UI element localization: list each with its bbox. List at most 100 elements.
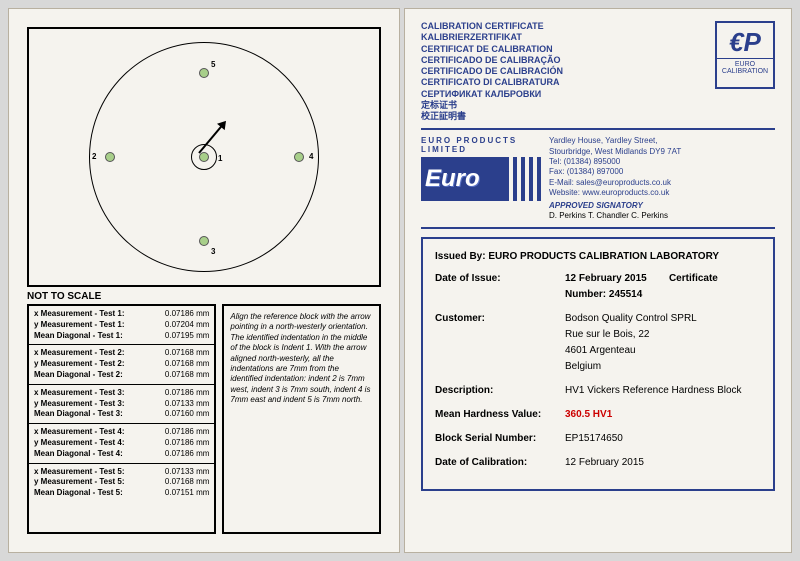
title-line: KALIBRIERZERTIFIKAT [421, 32, 563, 43]
test-label: x Measurement - Test 5: [34, 467, 125, 478]
certificate-titles: CALIBRATION CERTIFICATEKALIBRIERZERTIFIK… [421, 21, 563, 122]
ep-logo-caption: EURO CALIBRATION [717, 58, 773, 77]
test-line: y Measurement - Test 5: 0.07168 mm [34, 477, 209, 488]
description-value: HV1 Vickers Reference Hardness Block [565, 383, 742, 399]
test-value: 0.07133 mm [165, 399, 209, 410]
instructions-box: Align the reference block with the arrow… [222, 304, 381, 534]
test-label: x Measurement - Test 4: [34, 427, 125, 438]
description-row: Description: HV1 Vickers Reference Hardn… [435, 383, 761, 399]
issue-date-label: Date of Issue: [435, 271, 565, 303]
cert-num-value: 245514 [609, 289, 642, 300]
title-line: 定标证书 [421, 100, 563, 111]
test-value: 0.07151 mm [165, 488, 209, 499]
dot-label-3: 3 [211, 247, 215, 256]
euro-logo: EURO PRODUCTS LIMITED Euro [421, 136, 541, 221]
test-label: y Measurement - Test 2: [34, 359, 125, 370]
left-page: 1 2 3 4 5 NOT TO SCALE x Measurement - T… [8, 8, 400, 553]
test-label: y Measurement - Test 1: [34, 320, 125, 331]
customer-line: Bodson Quality Control SPRL [565, 311, 697, 327]
test-group: x Measurement - Test 5:0.07133 mmy Measu… [29, 464, 214, 502]
test-value: 0.07168 mm [165, 359, 209, 370]
test-label: Mean Diagonal - Test 2: [34, 370, 123, 381]
title-line: 校正証明書 [421, 111, 563, 122]
addr-line: Website: www.europroducts.co.uk [549, 188, 681, 198]
title-line: CERTIFICADO DE CALIBRACIÓN [421, 66, 563, 77]
title-line: CERTIFICAT DE CALIBRATION [421, 44, 563, 55]
test-group: x Measurement - Test 2:0.07168 mmy Measu… [29, 345, 214, 384]
title-line: CERTIFICADO DE CALIBRAÇÃO [421, 55, 563, 66]
company-row: EURO PRODUCTS LIMITED Euro Yardley House… [421, 130, 775, 229]
customer-line: Belgium [565, 359, 697, 375]
test-value: 0.07186 mm [165, 438, 209, 449]
test-group: x Measurement - Test 3:0.07186 mmy Measu… [29, 385, 214, 424]
test-line: y Measurement - Test 4:0.07186 mm [34, 438, 209, 449]
ep-logo: €P EURO CALIBRATION [715, 21, 775, 89]
test-label: x Measurement - Test 1: [34, 309, 125, 320]
addr-line: Yardley House, Yardley Street, [549, 136, 681, 146]
dot-label-1: 1 [218, 154, 222, 163]
company-address: Yardley House, Yardley Street, Stourbrid… [549, 136, 681, 221]
calibration-date-label: Date of Calibration: [435, 455, 565, 471]
test-line: Mean Diagonal - Test 4: 0.07186 mm [34, 449, 209, 460]
test-label: x Measurement - Test 3: [34, 388, 125, 399]
test-label: Mean Diagonal - Test 4: [34, 449, 123, 460]
test-line: x Measurement - Test 4:0.07186 mm [34, 427, 209, 438]
test-value: 0.07195 mm [165, 331, 209, 342]
signatory-label: APPROVED SIGNATORY [549, 201, 681, 211]
test-line: y Measurement - Test 1: 0.07204 mm [34, 320, 209, 331]
test-group: x Measurement - Test 1:0.07186 mmy Measu… [29, 306, 214, 345]
dot-label-2: 2 [92, 152, 96, 161]
ep-logo-text: €P [717, 27, 773, 58]
addr-line: Tel: (01384) 895000 [549, 157, 681, 167]
company-name: EURO PRODUCTS LIMITED [421, 136, 541, 154]
test-label: Mean Diagonal - Test 1: [34, 331, 123, 342]
addr-line: Stourbridge, West Midlands DY9 7AT [549, 147, 681, 157]
test-value: 0.07168 mm [165, 370, 209, 381]
indent-dot-3 [199, 236, 209, 246]
right-page: CALIBRATION CERTIFICATEKALIBRIERZERTIFIK… [404, 8, 792, 553]
data-row: x Measurement - Test 1:0.07186 mmy Measu… [27, 304, 381, 534]
test-label: x Measurement - Test 2: [34, 348, 125, 359]
test-value: 0.07168 mm [165, 477, 209, 488]
test-label: y Measurement - Test 3: [34, 399, 125, 410]
customer-line: 4601 Argenteau [565, 343, 697, 359]
title-line: CERTIFICATO DI CALIBRATURA [421, 77, 563, 88]
euro-stripes-icon [505, 157, 541, 201]
test-line: x Measurement - Test 1:0.07186 mm [34, 309, 209, 320]
test-label: Mean Diagonal - Test 3: [34, 409, 123, 420]
test-label: Mean Diagonal - Test 5: [34, 488, 123, 499]
test-value: 0.07186 mm [165, 449, 209, 460]
not-to-scale-label: NOT TO SCALE [27, 291, 381, 302]
euro-text: Euro [425, 165, 480, 193]
test-value: 0.07133 mm [165, 467, 209, 478]
indent-diagram: 1 2 3 4 5 [27, 27, 381, 287]
test-label: y Measurement - Test 5: [34, 477, 125, 488]
serial-number-label: Block Serial Number: [435, 431, 565, 447]
measurements-table: x Measurement - Test 1:0.07186 mmy Measu… [27, 304, 216, 534]
dot-label-4: 4 [309, 152, 313, 161]
test-line: y Measurement - Test 2: 0.07168 mm [34, 359, 209, 370]
calibration-date-row: Date of Calibration: 12 February 2015 [435, 455, 761, 471]
calibration-date-value: 12 February 2015 [565, 455, 644, 471]
indent-dot-2 [105, 152, 115, 162]
issued-by: Issued By: EURO PRODUCTS CALIBRATION LAB… [435, 249, 761, 265]
title-line: СЕРТИФИКАТ КАЛБРОВКИ [421, 89, 563, 100]
certificate-body: Issued By: EURO PRODUCTS CALIBRATION LAB… [421, 237, 775, 491]
addr-line: Fax: (01384) 897000 [549, 167, 681, 177]
addr-line: E-Mail: sales@europroducts.co.uk [549, 178, 681, 188]
test-line: Mean Diagonal - Test 2: 0.07168 mm [34, 370, 209, 381]
customer-row: Customer: Bodson Quality Control SPRL Ru… [435, 311, 761, 375]
indent-dot-4 [294, 152, 304, 162]
test-line: Mean Diagonal - Test 1: 0.07195 mm [34, 331, 209, 342]
test-value: 0.07204 mm [165, 320, 209, 331]
serial-number-value: EP15174650 [565, 431, 623, 447]
test-line: Mean Diagonal - Test 5: 0.07151 mm [34, 488, 209, 499]
signatories: D. Perkins T. Chandler C. Perkins [549, 211, 681, 221]
test-line: x Measurement - Test 2:0.07168 mm [34, 348, 209, 359]
test-line: y Measurement - Test 3: 0.07133 mm [34, 399, 209, 410]
test-group: x Measurement - Test 4:0.07186 mmy Measu… [29, 424, 214, 463]
header-block: CALIBRATION CERTIFICATEKALIBRIERZERTIFIK… [421, 21, 775, 130]
test-line: x Measurement - Test 5: 0.07133 mm [34, 467, 209, 478]
test-value: 0.07160 mm [165, 409, 209, 420]
euro-block: Euro [421, 157, 541, 201]
